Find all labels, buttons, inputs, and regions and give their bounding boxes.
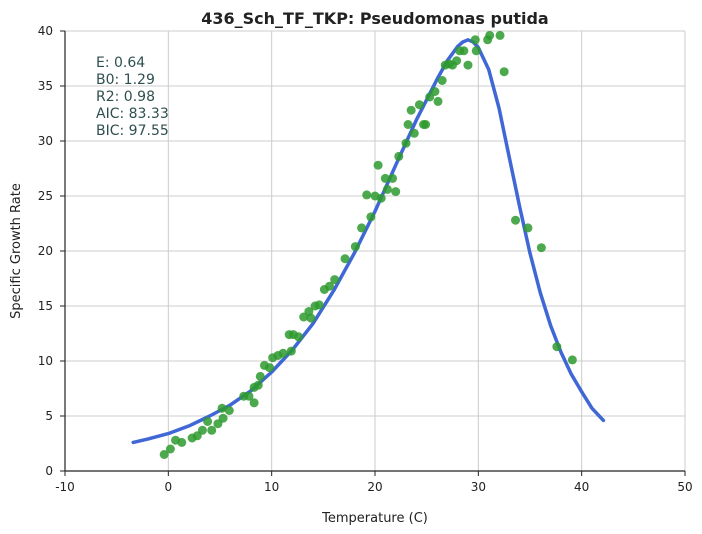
data-point bbox=[437, 76, 447, 85]
data-point bbox=[394, 151, 404, 161]
data-point bbox=[373, 160, 383, 170]
data-point bbox=[255, 371, 265, 381]
data-point bbox=[244, 391, 254, 401]
data-point bbox=[391, 187, 401, 197]
data-point bbox=[471, 46, 481, 56]
data-point bbox=[536, 243, 546, 253]
data-point bbox=[217, 403, 227, 413]
x-tick-label: 30 bbox=[471, 480, 486, 494]
stat-bic: BIC: 97.55 bbox=[96, 123, 169, 139]
x-tick-label: 40 bbox=[574, 480, 589, 494]
data-point bbox=[414, 100, 424, 110]
data-point bbox=[459, 46, 469, 56]
data-point bbox=[406, 105, 416, 115]
data-point bbox=[511, 215, 521, 225]
data-point bbox=[177, 437, 187, 447]
data-point bbox=[203, 417, 213, 426]
data-point bbox=[470, 35, 480, 45]
y-tick-label: 25 bbox=[38, 189, 53, 203]
y-tick-label: 30 bbox=[38, 134, 53, 148]
x-tick-label: 0 bbox=[165, 480, 173, 494]
y-tick-label: 20 bbox=[38, 244, 53, 258]
data-point bbox=[218, 413, 228, 423]
data-point bbox=[330, 275, 340, 285]
data-point bbox=[249, 398, 259, 408]
data-point bbox=[421, 120, 431, 129]
data-point bbox=[567, 355, 577, 365]
y-tick-label: 5 bbox=[45, 409, 53, 423]
data-point bbox=[207, 425, 217, 435]
data-point bbox=[452, 56, 462, 66]
data-point bbox=[325, 281, 335, 291]
data-point bbox=[552, 342, 562, 352]
data-point bbox=[197, 425, 207, 435]
data-point bbox=[403, 120, 413, 129]
data-point bbox=[253, 380, 263, 390]
data-point bbox=[388, 173, 398, 183]
data-point bbox=[409, 128, 419, 138]
data-point bbox=[265, 363, 275, 373]
y-tick-label: 35 bbox=[38, 79, 53, 93]
data-point bbox=[380, 173, 390, 183]
fit-statistics: E: 0.64 B0: 1.29 R2: 0.98 AIC: 83.33 BIC… bbox=[96, 55, 169, 139]
data-points bbox=[159, 30, 577, 459]
data-point bbox=[357, 223, 367, 233]
data-point bbox=[286, 346, 296, 356]
data-point bbox=[433, 96, 443, 106]
stat-e: E: 0.64 bbox=[96, 55, 145, 71]
y-tick-label: 15 bbox=[38, 299, 53, 313]
data-point bbox=[340, 254, 350, 264]
data-point bbox=[376, 193, 386, 203]
data-point bbox=[165, 444, 175, 454]
data-point bbox=[430, 87, 440, 96]
data-point bbox=[523, 223, 533, 233]
data-point bbox=[350, 242, 360, 252]
chart-title: 436_Sch_TF_TKP: Pseudomonas putida bbox=[201, 9, 548, 28]
x-tick-label: 50 bbox=[677, 480, 692, 494]
data-point bbox=[463, 60, 473, 70]
stat-aic: AIC: 83.33 bbox=[96, 106, 169, 122]
data-point bbox=[366, 212, 376, 222]
data-point bbox=[362, 190, 372, 200]
y-axis-label: Specific Growth Rate bbox=[9, 183, 24, 319]
data-point bbox=[306, 313, 316, 323]
data-point bbox=[159, 450, 169, 459]
data-point bbox=[485, 30, 495, 40]
data-point bbox=[495, 30, 505, 40]
data-point bbox=[294, 332, 304, 342]
data-point bbox=[224, 406, 234, 415]
data-point bbox=[314, 300, 324, 310]
data-point bbox=[278, 348, 288, 358]
data-point bbox=[382, 184, 392, 194]
x-tick-label: 10 bbox=[264, 480, 279, 494]
y-tick-label: 0 bbox=[45, 464, 53, 478]
x-tick-label: -10 bbox=[55, 480, 75, 494]
stat-b0: B0: 1.29 bbox=[96, 72, 155, 88]
x-axis-label: Temperature (C) bbox=[321, 511, 428, 526]
y-tick-label: 10 bbox=[38, 354, 53, 368]
axes bbox=[60, 30, 686, 476]
y-tick-label: 40 bbox=[38, 24, 53, 38]
stat-r2: R2: 0.98 bbox=[96, 89, 155, 105]
x-tick-label: 20 bbox=[367, 480, 382, 494]
data-point bbox=[499, 67, 509, 77]
data-point bbox=[401, 138, 411, 148]
